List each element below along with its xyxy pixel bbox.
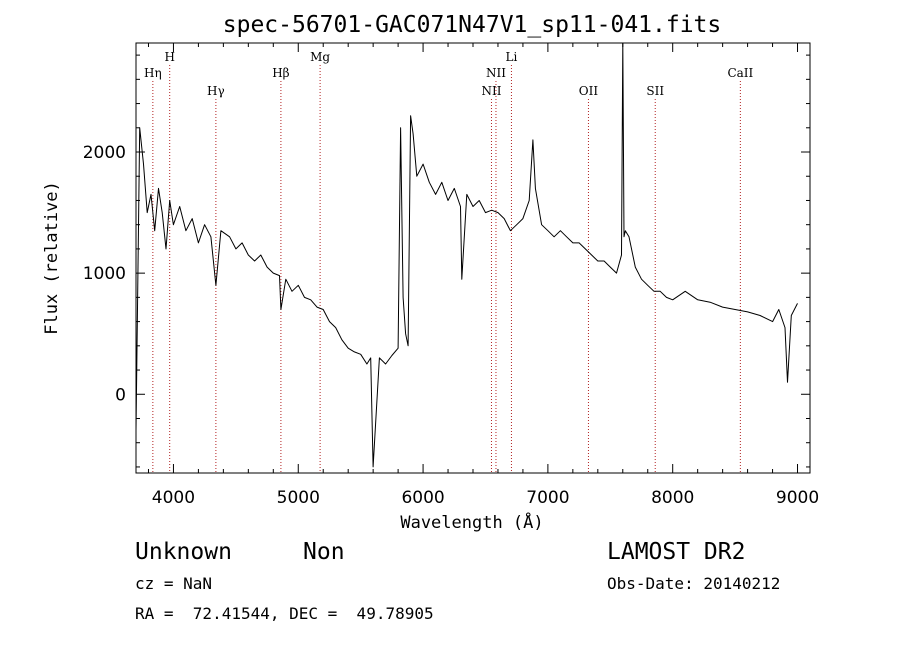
x-tick-label: 7000 [526,488,569,508]
line-label-2: Hγ [207,84,225,98]
x-tick-label: 5000 [277,488,320,508]
x-axis: 4000 5000 6000 7000 8000 9000 [147,43,819,508]
plot-frame [135,42,811,474]
line-label-3: Hβ [272,66,289,80]
y-tick-label: 1000 [83,264,126,284]
x-axis-label: Wavelength (Å) [400,511,543,533]
spectrum-series [135,42,798,468]
line-label-4: Mg [310,50,330,64]
y-tick-label: 0 [115,385,126,405]
line-label-5: NII [481,84,501,98]
object-subclass: Non [303,539,345,565]
line-label-9: SII [646,84,664,98]
object-class: Unknown [135,539,232,565]
y-axis-label: Flux (relative) [42,181,62,335]
line-label-0: Hη [144,66,162,80]
line-label-1: H [164,50,174,64]
x-tick-label: 8000 [651,488,694,508]
chart-title: spec-56701-GAC071N47V1_sp11-041.fits [223,12,722,38]
spectrum-chart: spec-56701-GAC071N47V1_sp11-041.fits HηH… [42,12,819,533]
line-label-7: Li [506,50,518,64]
ra-dec-coordinates: RA = 72.41544, DEC = 49.78905 [135,604,434,623]
survey-name: LAMOST DR2 [607,539,746,565]
line-label-6: NII [486,66,506,80]
spectrum-line [135,42,798,468]
redshift-cz: cz = NaN [135,574,213,593]
x-tick-label: 4000 [152,488,195,508]
y-tick-label: 2000 [83,143,126,163]
line-label-8: OII [579,84,599,98]
x-tick-label: 9000 [776,488,819,508]
y-axis: 0 1000 2000 [83,54,810,468]
line-label-10: CaII [727,66,753,80]
x-tick-label: 6000 [401,488,444,508]
observation-date: Obs-Date: 20140212 [607,574,781,593]
